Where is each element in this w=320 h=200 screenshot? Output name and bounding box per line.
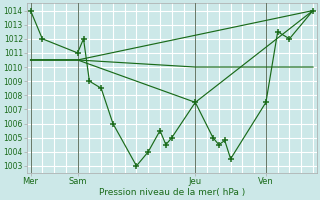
X-axis label: Pression niveau de la mer( hPa ): Pression niveau de la mer( hPa ): [99, 188, 245, 197]
